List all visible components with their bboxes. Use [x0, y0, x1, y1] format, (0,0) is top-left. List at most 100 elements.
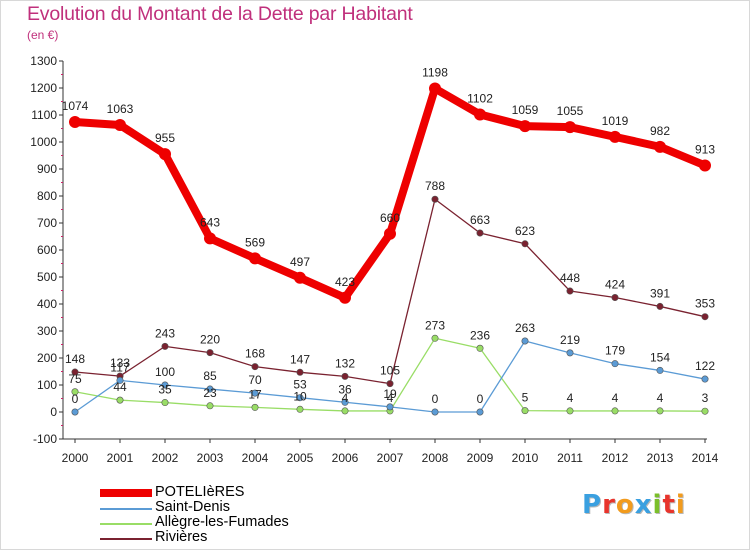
data-label-0-1: 1063 [107, 102, 134, 116]
data-point-1-1 [116, 376, 124, 384]
data-label-2-1: 44 [113, 380, 127, 394]
data-label-0-13: 982 [650, 124, 670, 138]
y-tick-label: 800 [37, 189, 57, 203]
data-label-3-4: 168 [245, 347, 265, 361]
data-label-3-0: 148 [65, 352, 85, 366]
data-label-0-11: 1055 [557, 104, 584, 118]
legend-swatch-allegre [100, 523, 152, 525]
data-label-3-3: 220 [200, 333, 220, 347]
data-point-2-1 [116, 396, 124, 404]
data-point-3-5 [296, 368, 304, 376]
data-label-0-7: 660 [380, 211, 400, 225]
data-label-0-8: 1198 [422, 66, 448, 80]
data-point-3-13 [656, 302, 664, 310]
data-label-3-14: 353 [695, 297, 715, 311]
y-tick-label: 0 [50, 405, 57, 419]
data-point-0-1 [114, 118, 126, 131]
data-point-0-11 [564, 121, 576, 134]
data-point-3-12 [611, 294, 619, 302]
data-label-0-9: 1102 [467, 91, 493, 105]
data-point-0-0 [69, 116, 81, 129]
data-point-2-11 [566, 407, 574, 415]
data-point-1-4 [251, 389, 259, 397]
x-tick-label: 2002 [152, 451, 179, 465]
data-point-0-6 [339, 291, 351, 304]
data-point-1-13 [656, 366, 664, 374]
y-tick-label: 600 [37, 243, 57, 257]
data-point-1-14 [701, 375, 709, 383]
data-point-3-2 [161, 342, 169, 350]
data-label-0-6: 423 [335, 275, 355, 289]
data-label-2-14: 3 [702, 391, 709, 405]
legend-swatch-rivieres [100, 538, 152, 540]
data-label-2-3: 23 [203, 386, 217, 400]
data-label-2-6: 4 [342, 391, 349, 405]
data-point-0-14 [699, 159, 711, 172]
data-point-1-7 [386, 403, 394, 411]
data-label-3-7: 105 [380, 364, 400, 378]
data-point-2-6 [341, 407, 349, 415]
data-point-1-11 [566, 349, 574, 357]
x-tick-label: 2012 [602, 451, 629, 465]
data-label-0-4: 569 [245, 235, 265, 249]
data-point-2-12 [611, 407, 619, 415]
x-tick-label: 2001 [107, 451, 134, 465]
logo-letter: x [634, 490, 653, 520]
data-point-1-0 [71, 408, 79, 416]
data-label-1-14: 122 [695, 359, 715, 373]
chart-title: Evolution du Montant de la Dette par Hab… [27, 3, 413, 25]
data-label-0-3: 643 [200, 215, 220, 229]
y-tick-label: 300 [37, 324, 57, 338]
data-point-3-7 [386, 380, 394, 388]
data-point-0-9 [474, 108, 486, 121]
data-label-1-9: 0 [477, 392, 484, 406]
data-label-1-11: 219 [560, 333, 580, 347]
data-point-0-2 [159, 148, 171, 161]
data-label-3-10: 623 [515, 224, 535, 238]
data-label-1-5: 53 [293, 378, 307, 392]
x-tick-label: 2010 [512, 451, 539, 465]
data-point-3-6 [341, 372, 349, 380]
data-label-1-1: 117 [110, 360, 129, 374]
data-point-1-2 [161, 381, 169, 389]
x-tick-label: 2009 [467, 451, 494, 465]
data-label-1-2: 100 [155, 365, 175, 379]
y-tick-label: 1100 [31, 108, 57, 122]
y-tick-label: 1200 [30, 81, 57, 95]
x-tick-label: 2014 [692, 451, 719, 465]
data-point-0-8 [429, 82, 441, 95]
data-label-0-10: 1059 [512, 103, 539, 117]
data-label-1-3: 85 [203, 369, 217, 383]
data-label-1-12: 179 [605, 344, 625, 358]
data-label-2-13: 4 [657, 391, 664, 405]
data-label-3-1: 133 [110, 356, 130, 370]
legend-swatch-potelieres [100, 489, 152, 497]
y-tick-label: 100 [37, 378, 57, 392]
y-tick-label: -100 [33, 432, 57, 446]
data-label-3-13: 391 [650, 286, 670, 300]
x-tick-label: 2007 [377, 451, 404, 465]
y-tick-label: 200 [37, 351, 57, 365]
data-point-2-5 [296, 405, 304, 413]
data-point-3-10 [521, 240, 529, 248]
data-point-1-12 [611, 360, 619, 368]
unit-label: (en €) [27, 28, 59, 42]
data-point-1-5 [296, 394, 304, 402]
data-point-3-3 [206, 349, 214, 357]
data-label-3-9: 663 [470, 213, 490, 227]
y-tick-label: 500 [37, 270, 57, 284]
x-tick-label: 2013 [647, 451, 674, 465]
data-label-0-0: 1074 [62, 99, 89, 113]
axes: -100010020030040050060070080090010001100… [30, 54, 718, 465]
data-label-3-6: 132 [335, 356, 355, 370]
data-point-1-6 [341, 398, 349, 406]
data-point-2-8 [431, 334, 439, 342]
data-label-0-5: 497 [290, 255, 310, 269]
data-point-2-9 [476, 344, 484, 352]
data-label-2-10: 5 [522, 391, 529, 405]
data-label-2-7: 4 [387, 391, 394, 405]
logo-letter: i [675, 490, 686, 520]
x-tick-label: 2003 [197, 451, 224, 465]
data-label-2-8: 273 [425, 318, 445, 332]
